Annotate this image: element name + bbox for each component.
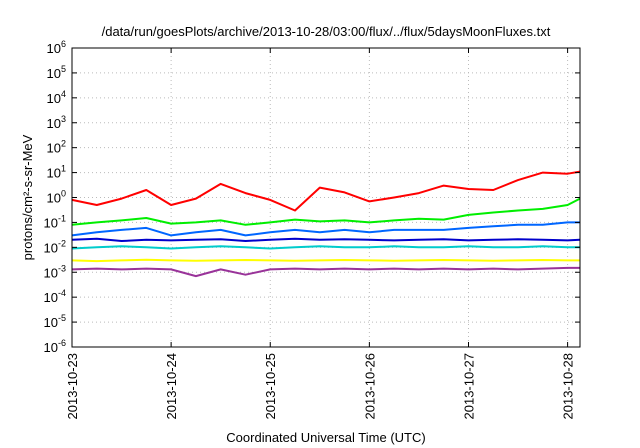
series-line-3 xyxy=(71,221,580,237)
x-axis-label: Coordinated Universal Time (UTC) xyxy=(226,430,425,445)
y-tick-label: 103 xyxy=(47,114,66,131)
y-tick-label: 101 xyxy=(47,164,66,181)
chart-title: /data/run/goesPlots/archive/2013-10-28/0… xyxy=(102,24,551,39)
x-tick-label: 2013-10-28 xyxy=(561,353,576,420)
y-tick-label: 102 xyxy=(47,139,66,156)
series-line-5 xyxy=(71,245,580,250)
y-tick-label: 10-1 xyxy=(44,213,66,230)
y-tick-label: 10-3 xyxy=(44,263,66,280)
series-line-7 xyxy=(71,266,580,278)
x-tick-label: 2013-10-25 xyxy=(263,353,278,420)
y-tick-label: 10-2 xyxy=(44,238,66,255)
grid-lines xyxy=(71,47,580,348)
series-line-4 xyxy=(71,237,581,242)
series-line-2 xyxy=(71,197,581,226)
series-layer xyxy=(71,170,581,278)
x-tick-label: 2013-10-27 xyxy=(461,353,476,420)
y-tick-label: 106 xyxy=(47,39,66,56)
series-line-1 xyxy=(71,170,581,212)
y-tick-label: 10-4 xyxy=(44,288,66,305)
y-tick-label: 105 xyxy=(47,64,66,81)
y-tick-label: 100 xyxy=(47,189,66,206)
y-axis: 10-6 10-5 10-4 10-3 10-2 10-1 100 101 102 103 104 1… xyxy=(44,39,580,355)
x-tick-label: 2013-10-24 xyxy=(164,353,179,420)
x-axis: 2013-10-23 2013-10-24 2013-10-25 2013-10-26… xyxy=(65,48,576,420)
series-line-6 xyxy=(71,258,580,263)
y-tick-label: 10-5 xyxy=(44,313,66,330)
x-tick-label: 2013-10-26 xyxy=(362,353,377,420)
y-tick-label: 104 xyxy=(47,89,66,106)
y-tick-label: 10-6 xyxy=(44,338,66,355)
y-axis-label: protons/cm²-s-sr-MeV xyxy=(20,134,35,260)
x-tick-label: 2013-10-23 xyxy=(65,353,80,420)
